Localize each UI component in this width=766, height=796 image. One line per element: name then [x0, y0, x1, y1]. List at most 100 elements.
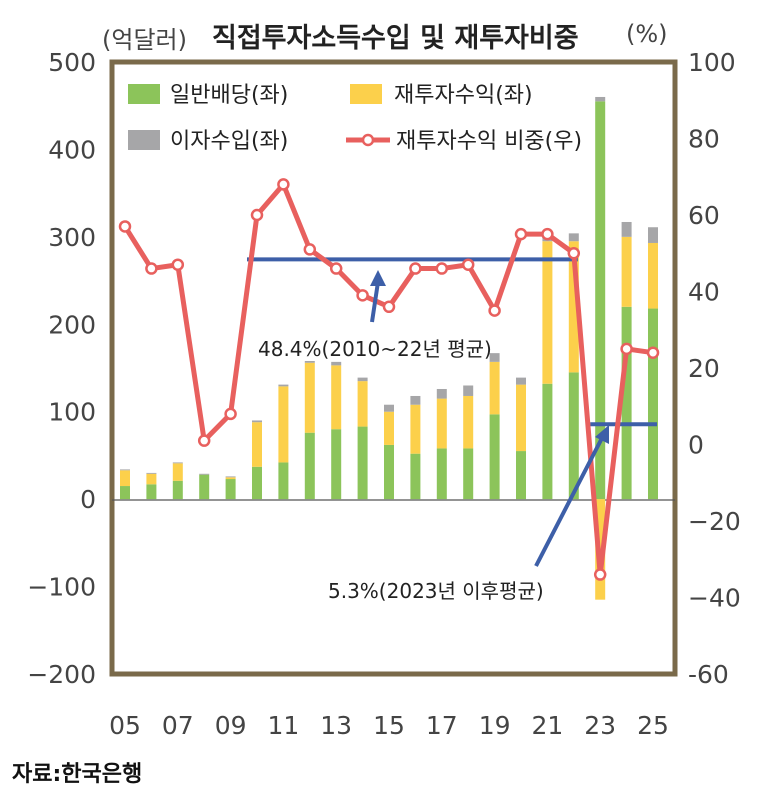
bar-reinvested-06 [146, 473, 157, 485]
bar-dividend-13 [331, 429, 342, 500]
bar-interest-19 [489, 353, 500, 362]
bar-dividend-08 [199, 474, 210, 500]
plot-frame [109, 59, 678, 677]
reference-lines-layer [247, 257, 657, 427]
share-marker-13 [329, 262, 343, 275]
bar-dividend-24 [621, 306, 632, 500]
x-tick-17: 17 [426, 711, 458, 740]
bar-dividend-14 [357, 426, 368, 500]
share-marker-10 [250, 208, 264, 222]
x-tick-07: 07 [162, 711, 194, 740]
bar-interest-09 [225, 476, 236, 478]
x-tick-11: 11 [267, 711, 299, 740]
x-tick-23: 23 [584, 711, 616, 740]
left-y-tick-200: 200 [48, 310, 96, 339]
bar-dividend-06 [146, 484, 157, 500]
bar-interest-14 [357, 377, 368, 382]
bar-dividend-22 [568, 372, 579, 500]
x-tick-25: 25 [637, 711, 669, 740]
right-y-tick--20: −20 [688, 507, 741, 536]
bar-reinvested-12 [304, 362, 315, 433]
bar-reinvested-25 [648, 242, 658, 309]
right-y-tick-100: 100 [688, 48, 736, 77]
bar-dividend-21 [542, 383, 553, 500]
left-y-tick-500: 500 [48, 48, 96, 77]
legend: 일반배당(좌) 재투자수익(좌) 이자수입(좌) 재투자수익 비중(우) [128, 83, 582, 154]
legend-swatch-interest [128, 130, 160, 150]
share-marker-18 [461, 258, 475, 271]
bar-reinvested-13 [331, 365, 342, 430]
bar-dividend-07 [172, 480, 183, 500]
bar-interest-23 [595, 96, 606, 102]
right-y-tick-60: 60 [688, 201, 720, 230]
bar-dividend-15 [384, 444, 394, 500]
share-line-layer [118, 178, 660, 581]
right-y-tick-20: 20 [688, 354, 720, 383]
share-marker-19 [488, 304, 501, 317]
left-axis-unit: (억달러) [102, 26, 187, 54]
right-y-tick-40: 40 [688, 278, 720, 307]
share-marker-08 [197, 434, 211, 447]
share-marker-16 [409, 262, 422, 275]
bar-dividend-09 [225, 479, 236, 500]
bar-dividend-18 [463, 448, 474, 500]
annotation-arrowhead-2023 [595, 425, 609, 444]
bar-interest-12 [304, 361, 315, 363]
annotation-label-2023: 5.3%(2023년 이후평균) [328, 579, 544, 603]
annotation-2010-2022: 48.4%(2010~22년 평균) [258, 270, 492, 361]
bar-dividend-16 [410, 453, 421, 500]
right-axis-unit: (%) [626, 20, 668, 48]
right-y-tick-0: 0 [688, 431, 704, 460]
right-y-tick-80: 80 [688, 125, 720, 154]
left-y-tick-400: 400 [48, 135, 96, 164]
legend-label-reinvested: 재투자수익(좌) [394, 83, 533, 108]
legend-label-share: 재투자수익 비중(우) [396, 129, 582, 154]
legend-label-dividend: 일반배당(좌) [170, 83, 288, 108]
legend-swatch-dividend [128, 84, 160, 104]
legend-swatch-reinvested [350, 84, 382, 104]
share-marker-25 [646, 346, 660, 359]
bar-dividend-25 [648, 308, 658, 500]
bars-layer [120, 96, 658, 600]
bar-reinvested-19 [489, 361, 500, 415]
bar-reinvested-09 [225, 477, 236, 480]
share-marker-24 [620, 342, 633, 356]
left-y-tick--100: −100 [27, 573, 96, 602]
bar-interest-07 [172, 462, 183, 464]
tick-labels-layer: 5004003002001000−100−200100806040200−20−… [27, 48, 740, 740]
bar-interest-25 [648, 227, 658, 243]
bar-interest-08 [199, 473, 210, 475]
x-tick-13: 13 [320, 711, 352, 740]
bar-reinvested-24 [621, 236, 632, 307]
legend-swatch-share-marker [361, 133, 375, 147]
bar-interest-06 [146, 472, 157, 474]
bar-reinvested-20 [516, 384, 526, 452]
right-y-tick--60: -60 [688, 660, 729, 689]
bar-reinvested-21 [542, 241, 553, 384]
bar-reinvested-18 [463, 395, 474, 449]
bar-reinvested-05 [120, 470, 130, 487]
bar-interest-16 [410, 395, 421, 405]
share-marker-09 [224, 407, 237, 421]
bar-dividend-19 [489, 414, 500, 500]
share-marker-11 [277, 178, 290, 191]
bar-interest-20 [516, 377, 526, 385]
bar-interest-15 [384, 404, 394, 412]
share-marker-06 [145, 262, 158, 275]
x-tick-09: 09 [215, 711, 247, 740]
bar-reinvested-17 [436, 398, 447, 449]
bar-interest-22 [568, 233, 579, 242]
bar-interest-13 [331, 361, 342, 366]
bar-reinvested-14 [357, 381, 368, 427]
share-marker-23 [593, 568, 607, 581]
bar-dividend-17 [436, 448, 447, 500]
left-y-tick--200: −200 [27, 660, 96, 689]
annotation-arrowhead-2010-2022 [370, 270, 386, 286]
bar-dividend-20 [516, 451, 526, 500]
share-marker-14 [356, 289, 369, 302]
right-y-tick--40: −40 [688, 584, 741, 613]
bar-interest-10 [252, 420, 262, 423]
bar-interest-11 [278, 384, 289, 387]
share-marker-20 [514, 227, 528, 241]
share-marker-07 [171, 258, 185, 271]
